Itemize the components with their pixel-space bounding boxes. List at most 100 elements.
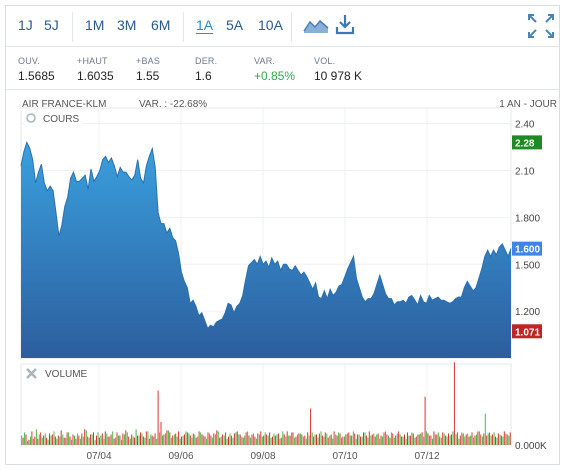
volume-bar-down bbox=[330, 434, 332, 445]
price-badge-last bbox=[512, 241, 542, 256]
volume-bar-down bbox=[409, 435, 411, 445]
volume-bar-down bbox=[489, 432, 491, 445]
period-5j-button[interactable]: 5J bbox=[44, 17, 59, 33]
stat-value: 1.6035 bbox=[77, 69, 114, 83]
volume-bar-down bbox=[175, 433, 177, 445]
download-icon[interactable] bbox=[334, 13, 356, 42]
volume-bar-up bbox=[44, 433, 46, 445]
volume-bar-up bbox=[56, 438, 58, 445]
volume-bar-up bbox=[358, 434, 360, 445]
volume-bar-up bbox=[65, 437, 67, 445]
volume-bar-up bbox=[452, 431, 454, 445]
volume-bar-down bbox=[233, 433, 235, 445]
volume-bar-up bbox=[393, 437, 395, 445]
volume-bar-down bbox=[204, 436, 206, 445]
volume-bar-up bbox=[499, 434, 501, 445]
volume-bar-down bbox=[101, 433, 103, 445]
volume-bar-down bbox=[310, 408, 312, 445]
volume-bar-down bbox=[125, 430, 127, 445]
volume-bar-down bbox=[31, 431, 33, 445]
volume-bar-up bbox=[194, 434, 196, 445]
volume-bar-up bbox=[420, 433, 422, 445]
volume-bar-up bbox=[150, 434, 152, 445]
price-area bbox=[21, 142, 511, 358]
volume-bar-up bbox=[165, 433, 166, 445]
volume-bar-up bbox=[311, 432, 313, 445]
volume-bar-down bbox=[210, 435, 212, 445]
period-1a-button[interactable]: 1A bbox=[196, 17, 214, 33]
volume-bar-up bbox=[367, 437, 369, 445]
period-1m-button[interactable]: 1M bbox=[85, 17, 105, 33]
volume-bar-down bbox=[110, 434, 112, 445]
price-badge-low bbox=[512, 324, 542, 339]
volume-bar-up bbox=[188, 433, 190, 445]
period-6m-button[interactable]: 6M bbox=[151, 17, 171, 33]
volume-bar-down bbox=[87, 436, 89, 445]
volume-bar-up bbox=[429, 435, 430, 445]
volume-bar-up bbox=[147, 431, 149, 445]
range-label: 1 AN - JOUR bbox=[499, 99, 557, 110]
volume-bar-down bbox=[140, 432, 141, 445]
volume-bar-up bbox=[314, 434, 316, 445]
volume-bar-down bbox=[230, 435, 232, 445]
gear-icon bbox=[26, 113, 36, 123]
fullscreen-icon[interactable] bbox=[526, 12, 556, 45]
volume-bar-down bbox=[75, 438, 77, 445]
volume-bar-up bbox=[35, 429, 37, 445]
volume-bar-up bbox=[253, 433, 254, 445]
volume-bar-up bbox=[176, 436, 178, 445]
volume-bar-down bbox=[201, 434, 203, 445]
volume-bar-up bbox=[361, 436, 363, 445]
volume-bar-up bbox=[379, 438, 381, 445]
volume-bar-up bbox=[276, 434, 278, 445]
volume-bar-up bbox=[279, 438, 281, 445]
volume-bar-up bbox=[100, 435, 102, 445]
y-tick-label: 2.10 bbox=[515, 167, 535, 178]
volume-bar-up bbox=[352, 431, 354, 445]
volume-bar-up bbox=[53, 431, 55, 445]
period-3m-button[interactable]: 3M bbox=[117, 17, 137, 33]
volume-bar-down bbox=[345, 434, 347, 445]
volume-bar-up bbox=[132, 436, 134, 445]
volume-bar-down bbox=[189, 435, 191, 445]
period-1j-button[interactable]: 1J bbox=[18, 17, 33, 33]
stat-label: OUV. bbox=[18, 56, 40, 66]
chart-type-icon[interactable] bbox=[302, 13, 330, 42]
volume-bar-down bbox=[453, 362, 455, 445]
volume-bar-up bbox=[355, 438, 357, 445]
volume-bar-down bbox=[495, 436, 496, 445]
stat-label: DER. bbox=[195, 56, 218, 66]
volume-bar-up bbox=[455, 434, 457, 445]
volume-bar-up bbox=[414, 437, 416, 445]
volume-bar-up bbox=[250, 437, 252, 445]
volume-bar-up bbox=[109, 436, 111, 445]
period-5a-button[interactable]: 5A bbox=[226, 17, 244, 33]
volume-bar-down bbox=[424, 396, 426, 445]
volume-bar-down bbox=[34, 436, 36, 445]
stat-label: +HAUT bbox=[77, 56, 108, 66]
volume-bar-down bbox=[186, 432, 188, 445]
volume-bar-up bbox=[364, 432, 366, 445]
volume-bar-down bbox=[54, 436, 56, 445]
volume-bar-down bbox=[51, 434, 53, 445]
volume-bar-up bbox=[484, 413, 486, 445]
volume-bar-up bbox=[305, 438, 307, 445]
volume-bar-down bbox=[60, 430, 62, 445]
volume-bar-up bbox=[226, 438, 228, 445]
volume-bar-down bbox=[383, 432, 385, 445]
volume-bar-down bbox=[280, 437, 282, 445]
volume-bar-up bbox=[47, 439, 49, 445]
volume-bar-down bbox=[298, 433, 300, 445]
volume-bar-up bbox=[135, 429, 137, 445]
y-tick-label: 0.000K bbox=[515, 441, 547, 452]
volume-bar-down bbox=[351, 435, 353, 445]
period-10a-button[interactable]: 10A bbox=[258, 17, 283, 33]
volume-bar-up bbox=[478, 431, 480, 445]
close-icon bbox=[26, 368, 37, 379]
volume-bar-up bbox=[294, 437, 296, 445]
volume-bar-up bbox=[24, 432, 26, 445]
stat-label: VOL. bbox=[314, 56, 336, 66]
volume-bar-down bbox=[63, 437, 65, 445]
price-badge-label: 1.071 bbox=[515, 327, 540, 338]
volume-bar-down bbox=[254, 436, 256, 445]
